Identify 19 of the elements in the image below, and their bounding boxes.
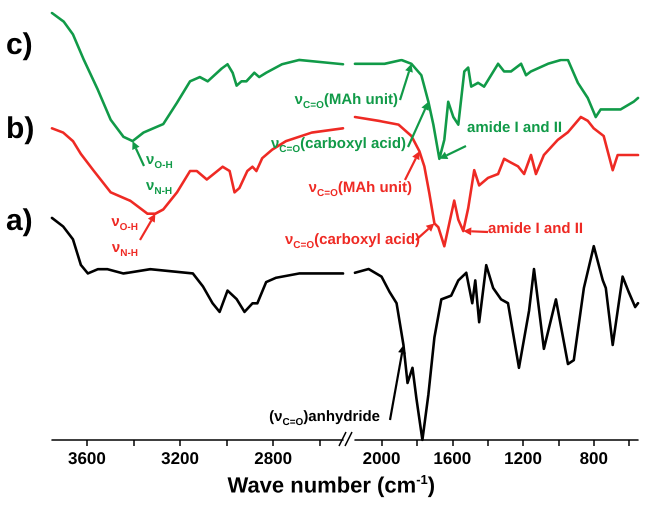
annotation: amide I and II [488, 219, 584, 239]
x-axis-title: Wave number (cm$^{-1}$) [228, 472, 436, 498]
annotation: (ν$_{C=O}$)anhydride [269, 407, 380, 430]
series-label: b) [6, 112, 34, 146]
x-tick-label: 3600 [68, 449, 106, 468]
annotation: ν$_{C=O}$(MAh unit) [308, 178, 412, 201]
annotation: amide I and II [467, 118, 562, 138]
x-tick-label: 2800 [254, 449, 292, 468]
x-tick-label: 1600 [433, 449, 472, 468]
x-tick-label: 1200 [504, 449, 542, 468]
annotation: ν$_{C=O}$(carboxyl acid) [284, 230, 420, 253]
series-label: c) [6, 28, 33, 61]
x-tick-label: 3200 [161, 449, 199, 468]
x-tick-label: 800 [580, 449, 608, 468]
x-tick-label: 2000 [362, 449, 400, 468]
annotation: ν$_{O-H}$ ν$_{N-H}$ [146, 150, 173, 199]
series-label: a) [6, 204, 33, 237]
annotation: ν$_{C=O}$(MAh unit) [294, 90, 398, 113]
annotation: ν$_{O-H}$ ν$_{N-H}$ [111, 212, 138, 261]
